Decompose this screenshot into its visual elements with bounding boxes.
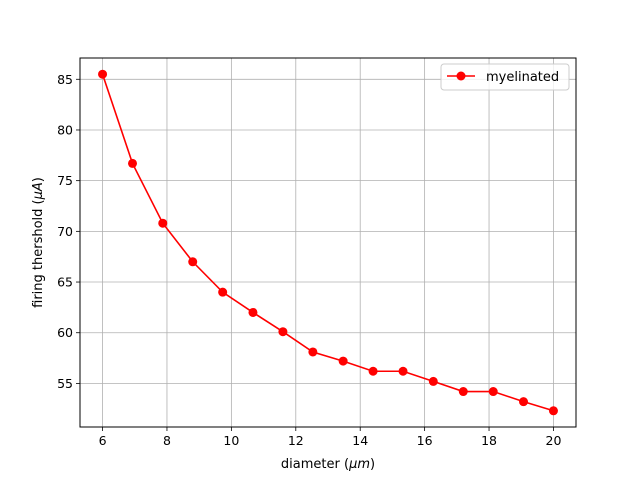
data-point — [278, 327, 288, 337]
series-line — [101, 73, 554, 412]
x-tick-label: 14 — [352, 433, 368, 448]
data-point — [248, 307, 258, 317]
legend: myelinated — [440, 63, 570, 91]
data-point — [368, 366, 378, 376]
data-point — [488, 387, 498, 397]
data-point — [308, 347, 318, 357]
data-point — [519, 397, 529, 407]
y-tick-label: 70 — [57, 224, 73, 239]
plot-frame — [79, 57, 577, 428]
x-axis-label: diameter (μm) — [281, 457, 375, 472]
x-axis: 6 8 10 12 14 16 18 20 — [99, 427, 562, 448]
data-point — [338, 356, 348, 366]
x-tick-label: 6 — [99, 433, 107, 448]
data-point — [458, 387, 468, 397]
data-point — [398, 366, 408, 376]
series-layer — [98, 69, 558, 416]
x-tick-label: 16 — [417, 433, 433, 448]
y-axis-label: firing thershold (μA) — [31, 177, 46, 308]
x-tick-label: 20 — [546, 433, 562, 448]
data-point — [218, 287, 228, 297]
x-tick-label: 18 — [481, 433, 497, 448]
data-point — [188, 257, 198, 267]
y-tick-label: 75 — [57, 173, 73, 188]
grid — [80, 58, 576, 427]
x-tick-label: 8 — [163, 433, 171, 448]
y-tick-label: 65 — [57, 275, 73, 290]
data-point — [158, 218, 168, 228]
x-tick-label: 12 — [288, 433, 304, 448]
legend-box — [440, 63, 570, 91]
y-tick-label: 85 — [57, 72, 73, 87]
y-tick-label: 55 — [57, 376, 73, 391]
y-tick-label: 80 — [57, 122, 73, 137]
y-tick-label: 60 — [57, 325, 73, 340]
data-point — [98, 69, 108, 79]
legend-marker — [456, 71, 466, 81]
data-point — [127, 158, 137, 168]
data-point — [548, 406, 558, 416]
data-point — [428, 376, 438, 386]
x-tick-label: 10 — [223, 433, 239, 448]
y-axis: 55 60 65 70 75 80 85 — [57, 72, 80, 391]
legend-label: myelinated — [486, 70, 559, 85]
